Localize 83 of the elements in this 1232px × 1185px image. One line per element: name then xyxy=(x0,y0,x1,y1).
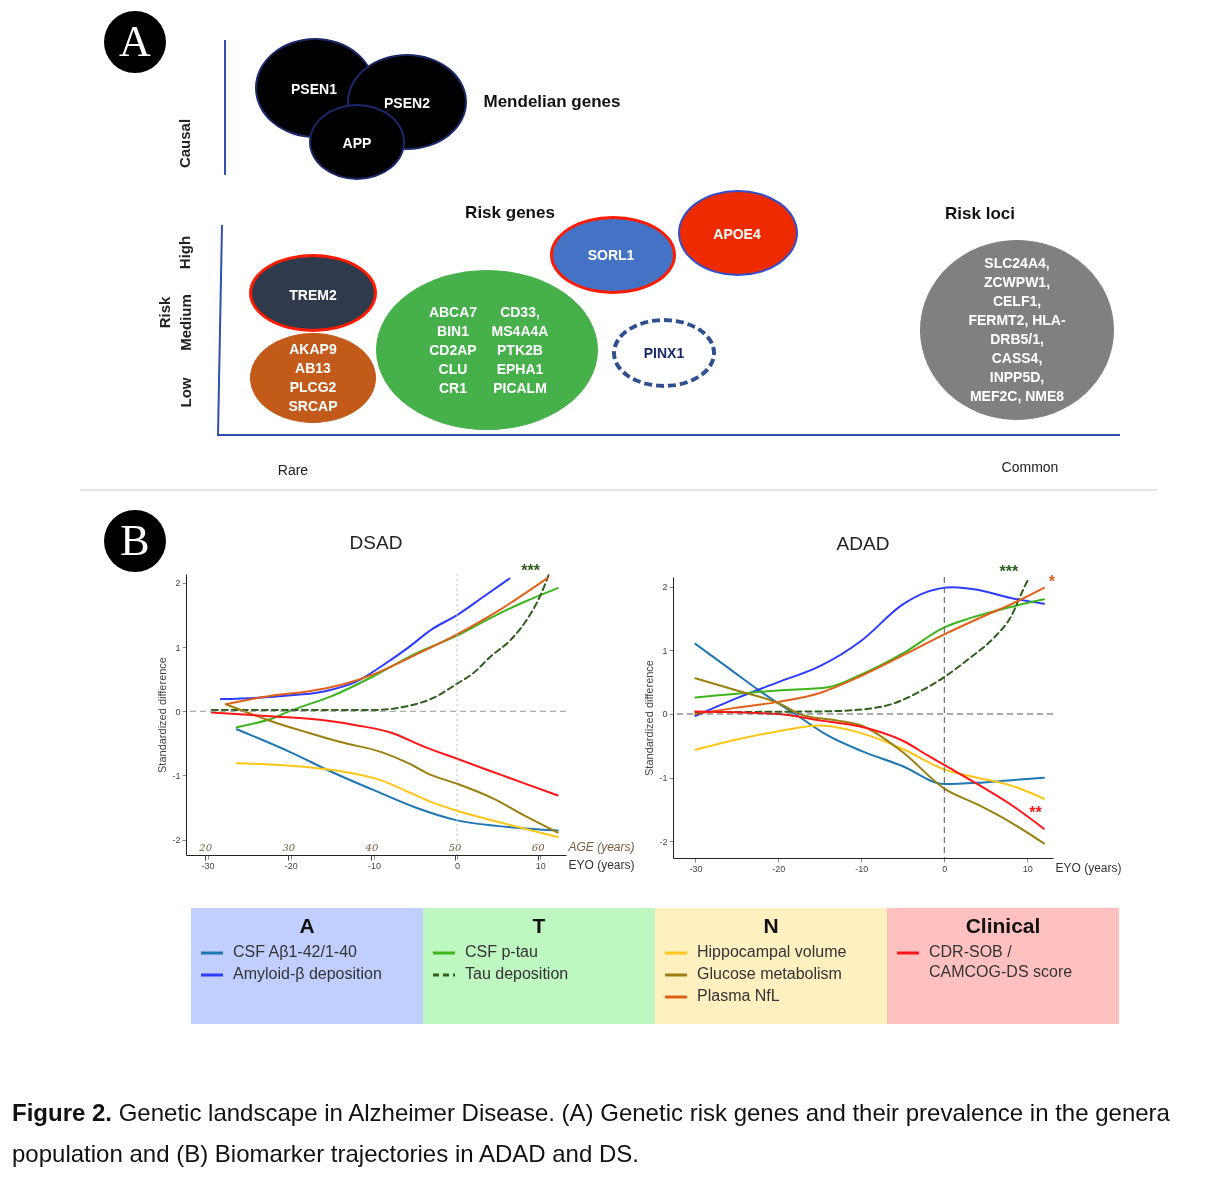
x-tick-label: -10 xyxy=(855,863,869,874)
text: A xyxy=(298,914,316,938)
annotation: *** xyxy=(521,562,541,580)
chart-title: ADAD xyxy=(836,532,890,554)
text: APOE4 xyxy=(713,224,761,244)
legend-label: Glucose metabolism xyxy=(697,964,842,984)
x2-tick-label: 60 xyxy=(531,841,546,853)
line-series xyxy=(694,724,1045,800)
text: SORL1 xyxy=(587,245,635,265)
circle-badge: B xyxy=(104,510,166,572)
x-tick-label: 10 xyxy=(1022,863,1033,874)
x-tick-label: -10 xyxy=(367,860,381,871)
line-series xyxy=(235,728,559,832)
x-tick-label: -20 xyxy=(284,860,298,871)
x-axis-title: EYO (years) xyxy=(568,857,635,872)
legend-label: Amyloid-β deposition xyxy=(233,964,382,984)
x2-tick-label: 20 xyxy=(198,841,213,853)
x2-tick-label: 50 xyxy=(448,841,463,853)
text: PINX1 xyxy=(643,343,685,363)
y-tick-label: -2 xyxy=(659,836,668,847)
x-tick-label: -30 xyxy=(689,863,703,874)
text: CD33, MS4A4A PTK2B EPHA1 PICALM xyxy=(491,302,549,398)
text: TREM2 xyxy=(289,285,337,305)
y-tick-label: 0 xyxy=(175,706,181,717)
line-series xyxy=(694,677,1045,845)
line-series xyxy=(694,642,1045,786)
text: PSEN2 xyxy=(384,93,430,113)
line-series xyxy=(694,598,1045,699)
line-series xyxy=(219,577,511,701)
text: ABCA7 BIN1 CD2AP CLU CR1 xyxy=(428,302,478,398)
y-tick-label: -1 xyxy=(659,773,668,784)
text: Mendelian genes xyxy=(483,91,621,111)
legend-label: CDR-SOB / CAMCOG-DS score xyxy=(929,942,1074,982)
text: Risk loci xyxy=(945,203,1015,223)
y-tick-label: -2 xyxy=(172,835,181,846)
text: SLC24A4, ZCWPW1, CELF1, FERMT2, HLA- DRB5/1, CASS4, INPP5D, MEF2C, NME8 xyxy=(968,254,1066,406)
text: Risk xyxy=(155,296,175,328)
text: N xyxy=(762,914,780,938)
x-tick-label: -30 xyxy=(201,860,215,871)
y-tick-label: 2 xyxy=(175,578,181,589)
y-tick-label: 2 xyxy=(662,582,668,593)
line-series xyxy=(210,711,559,797)
y-tick-label: 1 xyxy=(662,645,668,656)
line-series xyxy=(224,703,559,834)
x2-tick-label: 30 xyxy=(282,841,296,853)
chart-title: DSAD xyxy=(349,532,403,554)
y-tick-label: -1 xyxy=(172,770,181,781)
y-tick-label: 0 xyxy=(662,709,668,720)
circle-badge: A xyxy=(104,11,166,73)
text: Low xyxy=(175,377,195,407)
text: T xyxy=(531,914,547,938)
legend-label: CSF p-tau xyxy=(465,942,538,962)
legend-label: Hippocampal volume xyxy=(697,942,847,962)
x-tick-label: -20 xyxy=(772,863,786,874)
y-axis-title: Standardized difference xyxy=(643,660,656,776)
annotation: *** xyxy=(999,562,1020,580)
x-tick-label: 10 xyxy=(535,860,546,871)
y-tick-label: 1 xyxy=(175,642,181,653)
text: APP xyxy=(342,133,372,153)
x-axis-title: EYO (years) xyxy=(1055,860,1122,875)
text: PSEN1 xyxy=(291,79,337,99)
text: Medium xyxy=(175,293,195,351)
text: Risk genes xyxy=(465,202,555,222)
text: AKAP9 AB13 PLCG2 SRCAP xyxy=(288,340,338,416)
line-series xyxy=(235,587,559,729)
text: Common xyxy=(1001,457,1059,477)
text: Clinical xyxy=(964,914,1042,938)
x2-axis-title: AGE (years) xyxy=(567,839,635,854)
x-tick-label: 0 xyxy=(942,863,948,874)
legend-label: CSF Aβ1-42/1-40 xyxy=(233,942,357,962)
line-series xyxy=(694,710,1045,830)
annotation: * xyxy=(1048,572,1056,590)
annotation: ** xyxy=(1029,803,1043,821)
legend-label: Tau deposition xyxy=(465,964,569,984)
caption: Figure 2. Genetic landscape in Alzheimer Disease. (A) Genetic risk genes and their prevalence in the genera population and (B) Biomarker trajectories in ADAD and DS. xyxy=(12,1098,1171,1169)
legend-label: Plasma NfL xyxy=(697,986,780,1006)
line-series xyxy=(235,762,559,839)
text: Rare xyxy=(277,460,309,480)
x-tick-label: 0 xyxy=(455,860,461,871)
text: Causal xyxy=(175,118,195,168)
x2-tick-label: 40 xyxy=(364,841,379,853)
y-axis-title: Standardized difference xyxy=(156,657,169,773)
text: High xyxy=(175,235,195,269)
